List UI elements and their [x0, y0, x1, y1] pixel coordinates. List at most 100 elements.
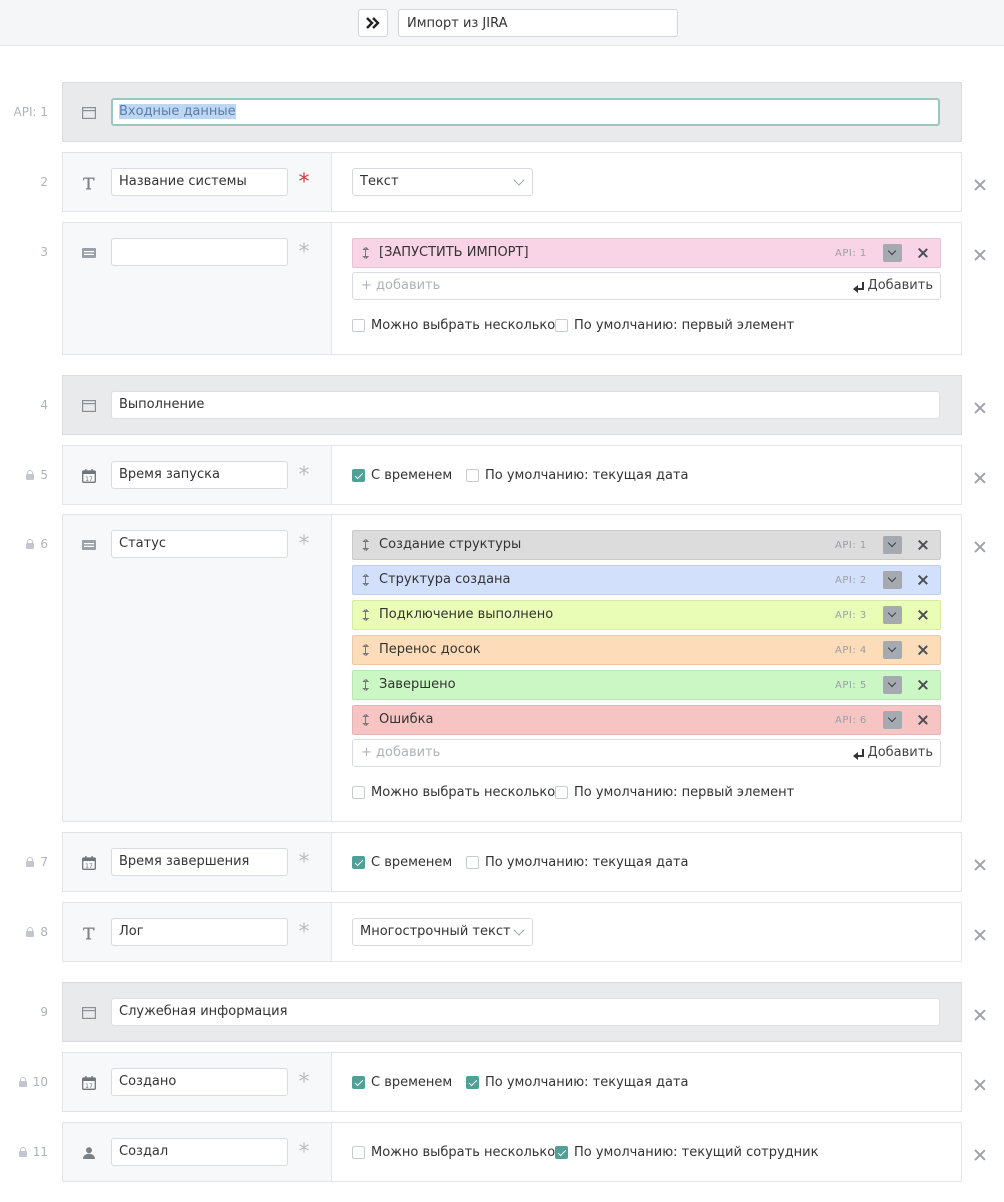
add-option-input[interactable]: + добавить Добавить: [352, 739, 941, 767]
remove-option-icon[interactable]: [918, 540, 928, 550]
lock-icon: [26, 857, 35, 867]
drag-handle-icon[interactable]: [362, 247, 369, 259]
required-asterisk-icon[interactable]: *: [298, 1140, 310, 1165]
multi-select-checkbox[interactable]: Можно выбрать несколько: [352, 1145, 555, 1160]
add-option-button[interactable]: Добавить: [852, 273, 933, 299]
delete-row-icon[interactable]: [973, 1078, 987, 1092]
section-row: Входные данные: [62, 82, 962, 142]
row-number: 8: [0, 924, 48, 940]
text-type-icon: [81, 925, 97, 941]
with-time-checkbox[interactable]: С временем: [352, 468, 452, 483]
option-color-button[interactable]: [883, 606, 902, 624]
section-title-input[interactable]: Входные данные: [111, 98, 940, 126]
default-current-user-checkbox[interactable]: По умолчанию: текущий сотрудник: [555, 1145, 818, 1160]
remove-option-icon[interactable]: [918, 575, 928, 585]
remove-option-icon[interactable]: [918, 680, 928, 690]
row-number: 11: [0, 1144, 48, 1160]
drag-handle-icon[interactable]: [362, 714, 369, 726]
section-icon: [81, 105, 97, 121]
field-row: Статус * Создание структуры API: 1 Струк…: [62, 514, 962, 822]
option-api: API: 3: [835, 610, 867, 621]
process-title-input[interactable]: [398, 9, 678, 37]
delete-row-icon[interactable]: [973, 1148, 987, 1162]
list-option[interactable]: Подключение выполнено API: 3: [352, 600, 941, 630]
list-option[interactable]: Ошибка API: 6: [352, 705, 941, 735]
required-asterisk-icon[interactable]: *: [298, 240, 310, 265]
field-name-input[interactable]: Статус: [111, 530, 288, 558]
default-first-checkbox[interactable]: По умолчанию: первый элемент: [555, 785, 794, 800]
delete-row-icon[interactable]: [973, 401, 987, 415]
option-color-button[interactable]: [883, 641, 902, 659]
field-name-input[interactable]: Лог: [111, 918, 288, 946]
add-option-input[interactable]: + добавить Добавить: [352, 272, 941, 300]
chevron-down-icon: [513, 924, 525, 936]
list-option[interactable]: Создание структуры API: 1: [352, 530, 941, 560]
option-color-button[interactable]: [883, 571, 902, 589]
remove-option-icon[interactable]: [918, 610, 928, 620]
section-icon: [81, 1005, 97, 1021]
delete-row-icon[interactable]: [973, 540, 987, 554]
default-current-date-checkbox[interactable]: По умолчанию: текущая дата: [466, 1075, 688, 1090]
delete-row-icon[interactable]: [973, 471, 987, 485]
list-option[interactable]: Завершено API: 5: [352, 670, 941, 700]
lock-icon: [26, 927, 35, 937]
enter-icon: [852, 748, 865, 760]
drag-handle-icon[interactable]: [362, 609, 369, 621]
delete-row-icon[interactable]: [973, 858, 987, 872]
required-asterisk-icon[interactable]: *: [298, 463, 310, 488]
list-option[interactable]: [ЗАПУСТИТЬ ИМПОРТ] API: 1: [352, 238, 941, 268]
section-icon: [81, 398, 97, 414]
drag-handle-icon[interactable]: [362, 539, 369, 551]
default-current-date-checkbox[interactable]: По умолчанию: текущая дата: [466, 468, 688, 483]
with-time-checkbox[interactable]: С временем: [352, 1075, 452, 1090]
delete-row-icon[interactable]: [973, 1008, 987, 1022]
user-icon: [81, 1145, 97, 1161]
expand-button[interactable]: [358, 9, 388, 37]
drag-handle-icon[interactable]: [362, 679, 369, 691]
option-color-button[interactable]: [883, 536, 902, 554]
field-type-dropdown[interactable]: Текст: [352, 168, 533, 196]
enter-icon: [852, 281, 865, 293]
with-time-checkbox[interactable]: С временем: [352, 855, 452, 870]
option-color-button[interactable]: [883, 244, 902, 262]
field-type-dropdown[interactable]: Многострочный текст: [352, 918, 533, 946]
option-color-button[interactable]: [883, 711, 902, 729]
remove-option-icon[interactable]: [918, 715, 928, 725]
field-name-input[interactable]: Создано: [111, 1068, 288, 1096]
list-option[interactable]: Перенос досок API: 4: [352, 635, 941, 665]
required-asterisk-icon[interactable]: *: [298, 170, 310, 195]
option-color-button[interactable]: [883, 676, 902, 694]
delete-row-icon[interactable]: [973, 178, 987, 192]
default-first-checkbox[interactable]: По умолчанию: первый элемент: [555, 318, 794, 333]
option-api: API: 6: [835, 715, 867, 726]
list-option[interactable]: Структура создана API: 2: [352, 565, 941, 595]
required-asterisk-icon[interactable]: *: [298, 1070, 310, 1095]
add-option-placeholder: + добавить: [361, 745, 441, 760]
delete-row-icon[interactable]: [973, 928, 987, 942]
default-current-date-checkbox[interactable]: По умолчанию: текущая дата: [466, 855, 688, 870]
field-name-input[interactable]: Название системы: [111, 168, 288, 196]
remove-option-icon[interactable]: [918, 248, 928, 258]
lock-icon: [26, 470, 35, 480]
option-label: Создание структуры: [379, 537, 522, 552]
delete-row-icon[interactable]: [973, 248, 987, 262]
field-settings-left: [63, 515, 332, 821]
field-row: Лог * Многострочный текст: [62, 902, 962, 962]
required-asterisk-icon[interactable]: *: [298, 850, 310, 875]
add-option-button[interactable]: Добавить: [852, 740, 933, 766]
field-row: Время запуска * С временем По умолчанию:…: [62, 445, 962, 505]
drag-handle-icon[interactable]: [362, 574, 369, 586]
remove-option-icon[interactable]: [918, 645, 928, 655]
field-name-input[interactable]: Время завершения: [111, 848, 288, 876]
field-row: Название системы * Текст: [62, 152, 962, 212]
section-title-input[interactable]: Служебная информация: [111, 998, 940, 1026]
field-name-input[interactable]: Время запуска: [111, 461, 288, 489]
field-name-input[interactable]: [111, 238, 288, 266]
section-title-input[interactable]: Выполнение: [111, 391, 940, 419]
multi-select-checkbox[interactable]: Можно выбрать несколько: [352, 318, 555, 333]
required-asterisk-icon[interactable]: *: [298, 532, 310, 557]
multi-select-checkbox[interactable]: Можно выбрать несколько: [352, 785, 555, 800]
field-name-input[interactable]: Создал: [111, 1138, 288, 1166]
required-asterisk-icon[interactable]: *: [298, 920, 310, 945]
drag-handle-icon[interactable]: [362, 644, 369, 656]
